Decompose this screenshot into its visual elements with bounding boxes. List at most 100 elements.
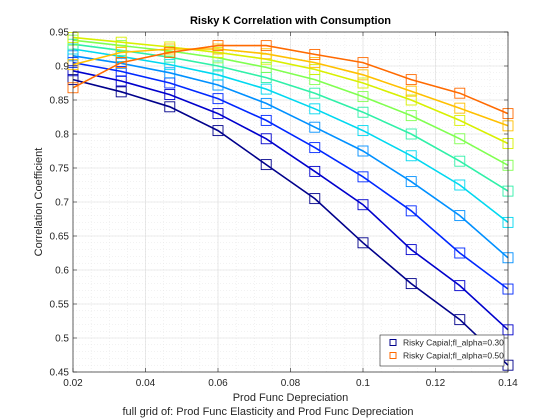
legend-entry-alpha-050: Risky Capial;fl_alpha=0.50 bbox=[403, 351, 504, 361]
data-point bbox=[405, 244, 417, 256]
x-tick-label: 0.02 bbox=[63, 378, 83, 389]
y-tick-label: 0.45 bbox=[50, 368, 70, 379]
data-point bbox=[309, 193, 321, 205]
data-point bbox=[164, 59, 176, 71]
series-line bbox=[72, 61, 509, 290]
chart-subtitle: full grid of: Prod Func Elasticity and P… bbox=[122, 406, 413, 418]
data-point bbox=[260, 83, 272, 95]
data-point bbox=[405, 85, 417, 97]
x-tick-label: 0.06 bbox=[208, 378, 228, 389]
data-point bbox=[454, 179, 466, 191]
data-point bbox=[454, 210, 466, 222]
data-point bbox=[212, 108, 224, 120]
data-point bbox=[405, 176, 417, 188]
y-tick-label: 0.9 bbox=[55, 62, 69, 73]
y-axis-label: Correlation Coefficient bbox=[33, 148, 45, 257]
data-point bbox=[260, 133, 272, 145]
data-point bbox=[309, 63, 321, 75]
axes-box bbox=[72, 31, 509, 373]
x-tick-label: 0.04 bbox=[136, 378, 156, 389]
legend-marker-alpha-050 bbox=[389, 352, 397, 359]
data-point bbox=[309, 87, 321, 99]
y-tick-label: 0.95 bbox=[50, 28, 70, 39]
data-point bbox=[115, 86, 127, 98]
series-line bbox=[72, 36, 509, 145]
series-line bbox=[72, 78, 509, 366]
data-point bbox=[357, 237, 369, 249]
data-point bbox=[309, 142, 321, 154]
y-tick-label: 0.55 bbox=[50, 300, 70, 311]
series-line bbox=[72, 48, 509, 224]
data-point bbox=[357, 106, 369, 118]
data-point bbox=[260, 97, 272, 109]
data-point bbox=[405, 205, 417, 217]
data-point bbox=[357, 145, 369, 157]
data-point bbox=[309, 165, 321, 177]
series-line bbox=[72, 43, 509, 192]
data-point bbox=[309, 121, 321, 133]
data-point bbox=[357, 91, 369, 103]
data-point bbox=[357, 171, 369, 183]
series-1 bbox=[67, 65, 514, 336]
x-tick-label: 0.12 bbox=[426, 378, 446, 389]
legend: Risky Capial;fl_alpha=0.30 Risky Capial;… bbox=[379, 334, 505, 367]
data-point bbox=[260, 114, 272, 126]
legend-box bbox=[379, 334, 505, 367]
x-tick-label: 0.14 bbox=[498, 378, 518, 389]
data-point bbox=[212, 69, 224, 81]
y-tick-label: 0.7 bbox=[55, 198, 69, 209]
data-point bbox=[454, 87, 466, 99]
data-point bbox=[454, 102, 466, 114]
grid bbox=[72, 31, 509, 373]
data-point bbox=[357, 125, 369, 137]
data-point bbox=[405, 128, 417, 140]
data-point bbox=[454, 280, 466, 292]
data-point bbox=[260, 40, 272, 52]
data-point bbox=[212, 93, 224, 105]
data-point bbox=[212, 125, 224, 137]
data-point bbox=[405, 278, 417, 290]
data-point bbox=[357, 77, 369, 89]
series-0 bbox=[67, 74, 514, 371]
data-point bbox=[164, 89, 176, 101]
data-point bbox=[454, 114, 466, 126]
data-point bbox=[357, 199, 369, 211]
data-point bbox=[309, 57, 321, 69]
data-point bbox=[164, 46, 176, 58]
x-axis-label: Prod Func Depreciation bbox=[233, 392, 349, 404]
data-point bbox=[260, 48, 272, 60]
data-point bbox=[357, 69, 369, 81]
series-line bbox=[72, 48, 509, 127]
data-point bbox=[260, 159, 272, 171]
axes: 0.02 0.04 0.06 0.08 0.1 0.12 0.14 0.45 0.5 0.55 0.… bbox=[50, 28, 519, 390]
data-point bbox=[260, 61, 272, 73]
data-point bbox=[454, 133, 466, 145]
legend-entry-alpha-030: Risky Capial;fl_alpha=0.30 bbox=[403, 338, 504, 348]
data-point bbox=[405, 150, 417, 162]
data-point bbox=[115, 57, 127, 69]
data-point bbox=[164, 67, 176, 79]
data-point bbox=[309, 48, 321, 60]
y-tick-label: 0.6 bbox=[55, 266, 69, 277]
series-line bbox=[72, 70, 509, 331]
data-point bbox=[115, 75, 127, 87]
data-point bbox=[454, 247, 466, 259]
data-point bbox=[454, 314, 466, 326]
y-tick-label: 0.8 bbox=[55, 130, 69, 141]
data-point bbox=[212, 60, 224, 72]
series-line bbox=[72, 44, 509, 115]
data-point bbox=[115, 65, 127, 77]
x-tick-label: 0.1 bbox=[356, 378, 370, 389]
series-line bbox=[72, 39, 509, 167]
data-point bbox=[405, 94, 417, 106]
legend-marker-alpha-030 bbox=[389, 339, 397, 346]
series-line bbox=[72, 55, 509, 259]
data-point bbox=[309, 103, 321, 115]
data-point bbox=[405, 74, 417, 86]
data-point bbox=[212, 40, 224, 52]
data-point bbox=[405, 110, 417, 122]
data-point bbox=[454, 155, 466, 167]
y-tick-label: 0.65 bbox=[50, 232, 70, 243]
data-point bbox=[357, 57, 369, 69]
